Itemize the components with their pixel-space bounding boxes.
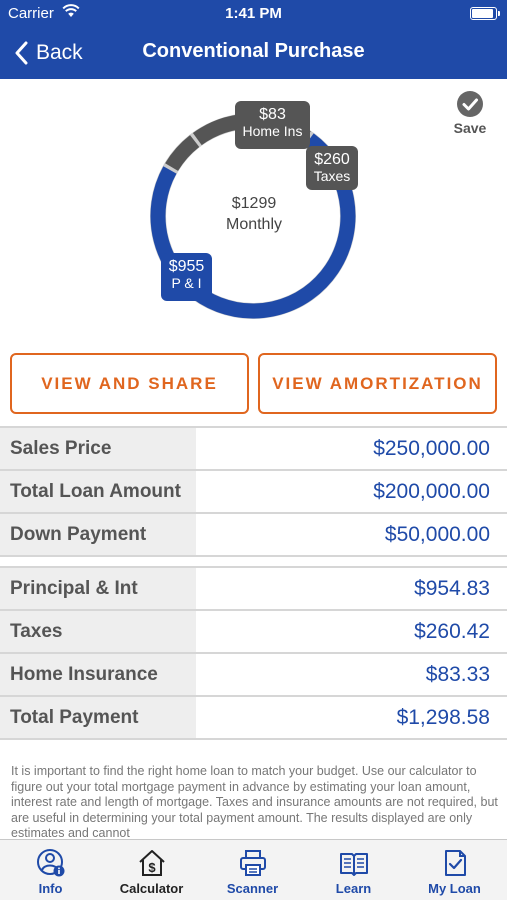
row-value: $50,000.00 [384, 523, 490, 546]
tab-label: My Loan [428, 881, 481, 896]
tab-label: Learn [335, 881, 372, 896]
tab-info[interactable]: Info [0, 840, 101, 900]
table-row: Taxes $260.42 [0, 611, 507, 654]
pi-tag: $955 P & I [161, 253, 212, 301]
row-value: $200,000.00 [373, 480, 490, 503]
tab-scanner[interactable]: Scanner [202, 840, 303, 900]
page-title: Conventional Purchase [142, 40, 365, 62]
loan-summary-table: Sales Price $250,000.00 Total Loan Amoun… [0, 426, 507, 557]
table-row: Total Payment $1,298.58 [0, 697, 507, 740]
view-amortization-button[interactable]: VIEW AMORTIZATION [258, 353, 497, 414]
home-ins-tag-amount: $83 [259, 106, 286, 123]
row-value: $260.42 [414, 620, 490, 643]
tab-learn[interactable]: Learn [303, 840, 404, 900]
tab-bar: Info $ Calculator Scanner [0, 839, 507, 900]
row-label: Down Payment [0, 514, 196, 555]
taxes-tag-label: Taxes [313, 168, 351, 184]
table-row: Principal & Int $954.83 [0, 568, 507, 611]
status-time: 1:41 PM [225, 5, 282, 22]
back-label: Back [36, 41, 83, 64]
tab-calculator[interactable]: $ Calculator [101, 840, 202, 900]
tab-label: Info [38, 881, 63, 896]
table-row: Down Payment $50,000.00 [0, 514, 507, 557]
pi-tag-amount: $955 [168, 258, 205, 275]
row-label: Taxes [0, 611, 196, 652]
back-button[interactable]: Back [14, 38, 83, 68]
tab-label: Calculator [119, 881, 184, 896]
row-label: Home Insurance [0, 654, 196, 695]
printer-icon [239, 850, 266, 876]
row-value: $83.33 [425, 663, 490, 686]
monthly-amount: $1299 [231, 195, 277, 212]
info-person-icon [36, 849, 64, 877]
save-label: Save [453, 120, 487, 136]
view-and-share-button[interactable]: VIEW AND SHARE [10, 353, 249, 414]
disclaimer-text: It is important to find the right home l… [11, 764, 498, 839]
payment-breakdown-table: Principal & Int $954.83 Taxes $260.42 Ho… [0, 566, 507, 740]
donut-segment-2 [150, 133, 356, 319]
taxes-tag-amount: $260 [314, 151, 350, 168]
row-label: Total Payment [0, 697, 196, 738]
svg-text:$: $ [148, 860, 156, 875]
table-row: Total Loan Amount $200,000.00 [0, 471, 507, 514]
taxes-tag: $260 Taxes [306, 146, 358, 190]
payment-donut-chart: $1299 Monthly $83 Home Ins $260 Taxes $9… [0, 79, 507, 341]
donut-segment-0 [165, 135, 200, 172]
row-value: $954.83 [414, 577, 490, 600]
tab-label: Scanner [226, 881, 279, 896]
home-ins-tag-label: Home Ins [242, 123, 303, 139]
checkmark-circle-icon [457, 91, 483, 117]
save-button[interactable]: Save [448, 91, 492, 136]
monthly-label: Monthly [225, 216, 283, 233]
chevron-left-icon [15, 41, 28, 65]
calculator-house-icon: $ [138, 850, 165, 876]
table-row: Home Insurance $83.33 [0, 654, 507, 697]
table-row: Sales Price $250,000.00 [0, 428, 507, 471]
carrier-label: Carrier [8, 5, 54, 22]
row-value: $1,298.58 [396, 706, 490, 729]
home-ins-tag: $83 Home Ins [235, 101, 310, 149]
tab-my-loan[interactable]: My Loan [404, 840, 505, 900]
row-label: Total Loan Amount [0, 471, 196, 512]
row-label: Principal & Int [0, 568, 196, 609]
header-bar: Carrier 1:41 PM Back Conventional Purcha… [0, 0, 507, 79]
pi-tag-label: P & I [171, 275, 202, 291]
battery-icon [470, 7, 500, 20]
status-bar: Carrier 1:41 PM [0, 0, 507, 28]
row-label: Sales Price [0, 428, 196, 469]
wifi-icon [62, 4, 80, 22]
document-check-icon [444, 850, 466, 876]
row-value: $250,000.00 [373, 437, 490, 460]
book-icon [339, 853, 368, 876]
